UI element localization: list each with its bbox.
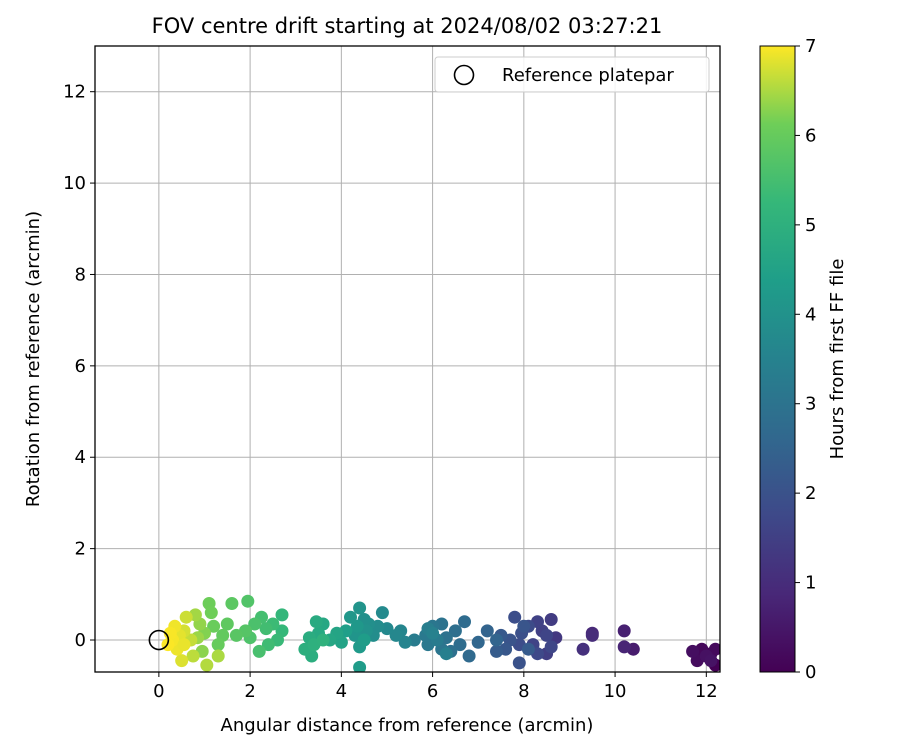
data-point (207, 619, 221, 633)
data-point (517, 619, 531, 633)
data-point (439, 647, 453, 661)
x-tick-label: 8 (518, 681, 529, 702)
data-point (229, 628, 243, 642)
colorbar-label: Hours from first FF file (827, 259, 848, 460)
data-point (350, 619, 364, 633)
x-axis-ticks: 0 2 4 6 8 10 12 (153, 672, 718, 702)
data-point (617, 624, 631, 638)
colorbar-tick-label: 1 (805, 573, 816, 594)
data-point (448, 624, 462, 638)
x-tick-label: 4 (336, 681, 347, 702)
data-point (458, 615, 471, 629)
colorbar-tick-label: 7 (805, 36, 816, 57)
plot-frame (94, 45, 721, 673)
data-point (204, 606, 218, 620)
data-point (544, 613, 558, 626)
data-point (344, 610, 357, 624)
grid-lines (95, 46, 720, 672)
data-point (426, 626, 440, 640)
data-point (353, 660, 367, 672)
data-point (259, 622, 273, 636)
colorbar-tick-label: 2 (805, 483, 816, 504)
y-tick-label: 6 (75, 356, 86, 377)
data-point (686, 644, 700, 658)
data-point (248, 617, 262, 631)
data-point (316, 633, 330, 647)
data-point (704, 654, 718, 668)
data-point (353, 601, 367, 615)
x-tick-label: 6 (427, 681, 438, 702)
y-tick-label: 12 (63, 82, 86, 103)
colorbar-tick-label: 5 (805, 215, 816, 236)
data-point (508, 610, 522, 624)
y-tick-label: 8 (75, 264, 86, 285)
data-point (540, 628, 554, 642)
y-tick-label: 2 (75, 539, 86, 560)
chart-title: FOV centre drift starting at 2024/08/02 … (152, 14, 663, 38)
data-point (521, 642, 535, 656)
data-point (398, 635, 412, 649)
data-point (389, 628, 403, 642)
legend-label: Reference platepar (502, 65, 674, 86)
y-axis-ticks: 0 2 4 6 8 10 12 (63, 82, 95, 651)
colorbar-tick-label: 3 (805, 394, 816, 415)
data-point (241, 594, 255, 608)
data-point (275, 608, 289, 622)
colorbar: 0 1 2 3 4 5 6 7 Hours from first FF file (759, 36, 848, 683)
legend: Reference platepar (434, 56, 710, 93)
data-point (175, 654, 189, 668)
data-point (252, 644, 266, 658)
colorbar-tick-label: 6 (805, 125, 816, 146)
data-point (225, 597, 239, 610)
x-tick-label: 0 (153, 681, 164, 702)
data-point (462, 649, 476, 663)
x-tick-label: 12 (695, 681, 718, 702)
data-point (490, 633, 503, 647)
data-point (200, 658, 214, 672)
colorbar-tick-label: 4 (805, 304, 816, 325)
x-tick-label: 10 (604, 681, 627, 702)
legend-marker (453, 64, 475, 86)
data-point (179, 610, 193, 624)
data-point (480, 624, 494, 638)
y-tick-label: 4 (75, 447, 86, 468)
data-point (261, 638, 275, 652)
colorbar-gradient (759, 45, 796, 673)
colorbar-ticks: 0 1 2 3 4 5 6 7 (795, 36, 816, 683)
legend-box (434, 56, 710, 93)
data-point (211, 649, 225, 663)
data-point (544, 640, 558, 654)
y-tick-label: 10 (63, 173, 86, 194)
data-point (617, 640, 631, 654)
y-tick-label: 0 (75, 630, 86, 651)
data-point (177, 638, 191, 652)
reference-platepar-marker (148, 629, 170, 651)
data-point (471, 635, 485, 649)
data-point (220, 617, 234, 631)
data-point (186, 649, 200, 663)
data-point (453, 638, 467, 652)
data-point (512, 656, 526, 670)
y-axis-label: Rotation from reference (arcmin) (23, 211, 44, 507)
data-point (211, 638, 225, 652)
data-point (375, 606, 389, 620)
colorbar-tick-label: 0 (805, 662, 816, 683)
data-point (309, 615, 323, 629)
x-tick-label: 2 (244, 681, 255, 702)
data-point (585, 628, 599, 642)
data-point (576, 642, 590, 656)
data-point (490, 644, 503, 658)
scatter-points (161, 594, 720, 672)
x-axis-label: Angular distance from reference (arcmin) (221, 715, 594, 736)
data-point (357, 633, 371, 647)
